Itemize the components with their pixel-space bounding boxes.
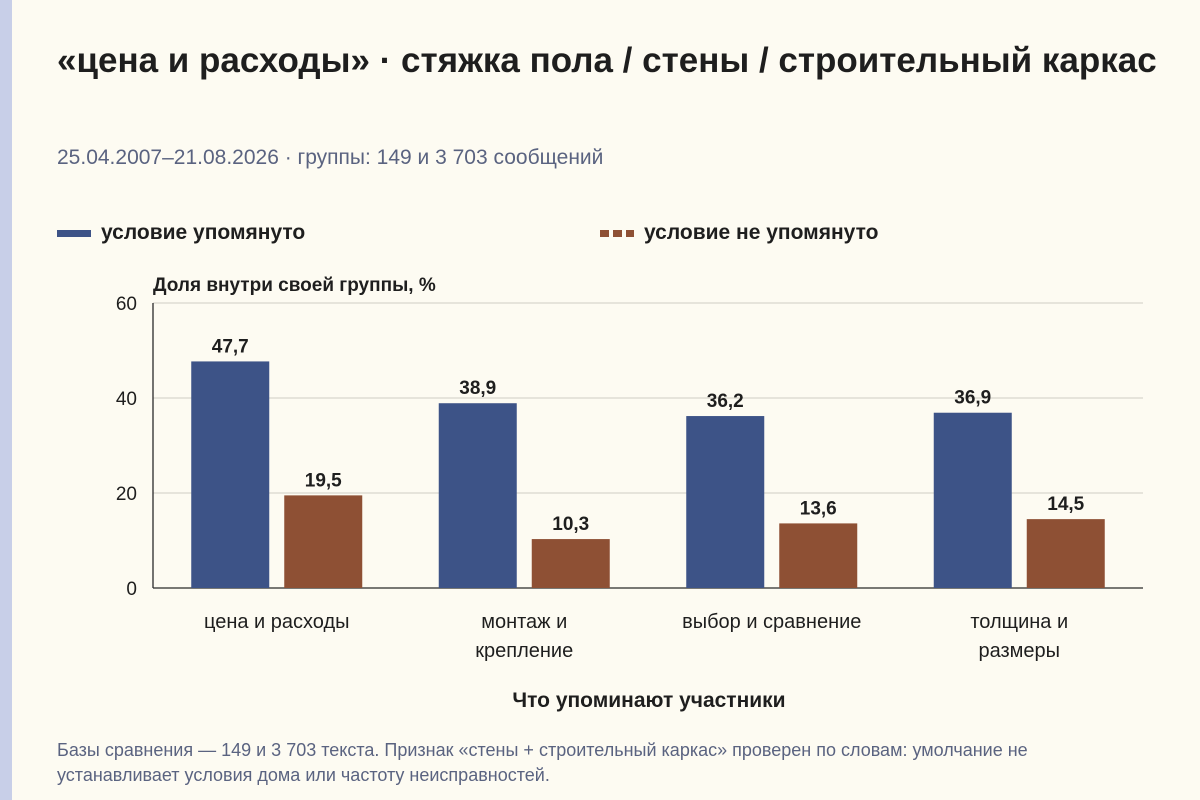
x-tick-label: толщина и [970, 611, 1068, 633]
legend-item-not-mentioned: условие не упомянуто [600, 220, 878, 246]
bar-mentioned [933, 412, 1012, 588]
data-label-mentioned: 47,7 [212, 336, 249, 357]
bar-mentioned [686, 416, 765, 588]
bar-not-mentioned [1026, 519, 1105, 588]
data-label-not-mentioned: 10,3 [552, 514, 589, 535]
x-axis-title: Что упоминают участники [512, 689, 785, 712]
bar-not-mentioned [531, 539, 610, 588]
data-label-not-mentioned: 14,5 [1047, 494, 1084, 515]
x-tick-label: цена и расходы [204, 611, 350, 633]
x-tick-label: монтаж и [481, 611, 567, 633]
left-accent-strip [0, 0, 12, 800]
footnote: Базы сравнения — 149 и 3 703 текста. При… [57, 740, 1028, 785]
bar-mentioned [438, 403, 517, 588]
data-label-not-mentioned: 19,5 [305, 470, 342, 491]
y-tick-label: 40 [116, 389, 137, 410]
data-label-mentioned: 38,9 [459, 378, 496, 399]
legend-swatch-not-mentioned [600, 229, 634, 237]
y-axis-title: Доля внутри своей группы, % [153, 275, 436, 296]
bar-not-mentioned [779, 523, 858, 588]
chart-subtitle: 25.04.2007–21.08.2026 · группы: 149 и 3 … [57, 146, 604, 169]
x-tick-label: крепление [475, 640, 573, 662]
y-tick-label: 60 [116, 294, 137, 315]
x-tick-label: размеры [978, 640, 1060, 662]
data-label-mentioned: 36,9 [954, 388, 991, 409]
y-tick-label: 0 [126, 579, 137, 600]
data-label-not-mentioned: 13,6 [800, 498, 837, 519]
data-label-mentioned: 36,2 [707, 391, 744, 412]
y-tick-label: 20 [116, 484, 137, 505]
bar-not-mentioned [284, 495, 363, 588]
legend-label-mentioned: условие упомянуто [101, 221, 306, 244]
legend-item-mentioned: условие упомянуто [57, 220, 305, 246]
legend-swatch-mentioned [57, 229, 91, 237]
x-tick-label: выбор и сравнение [682, 611, 861, 633]
bar-mentioned [191, 361, 270, 588]
legend-label-not-mentioned: условие не упомянуто [644, 221, 879, 244]
chart-title: «цена и расходы» · стяжка пола / стены /… [57, 41, 1157, 80]
